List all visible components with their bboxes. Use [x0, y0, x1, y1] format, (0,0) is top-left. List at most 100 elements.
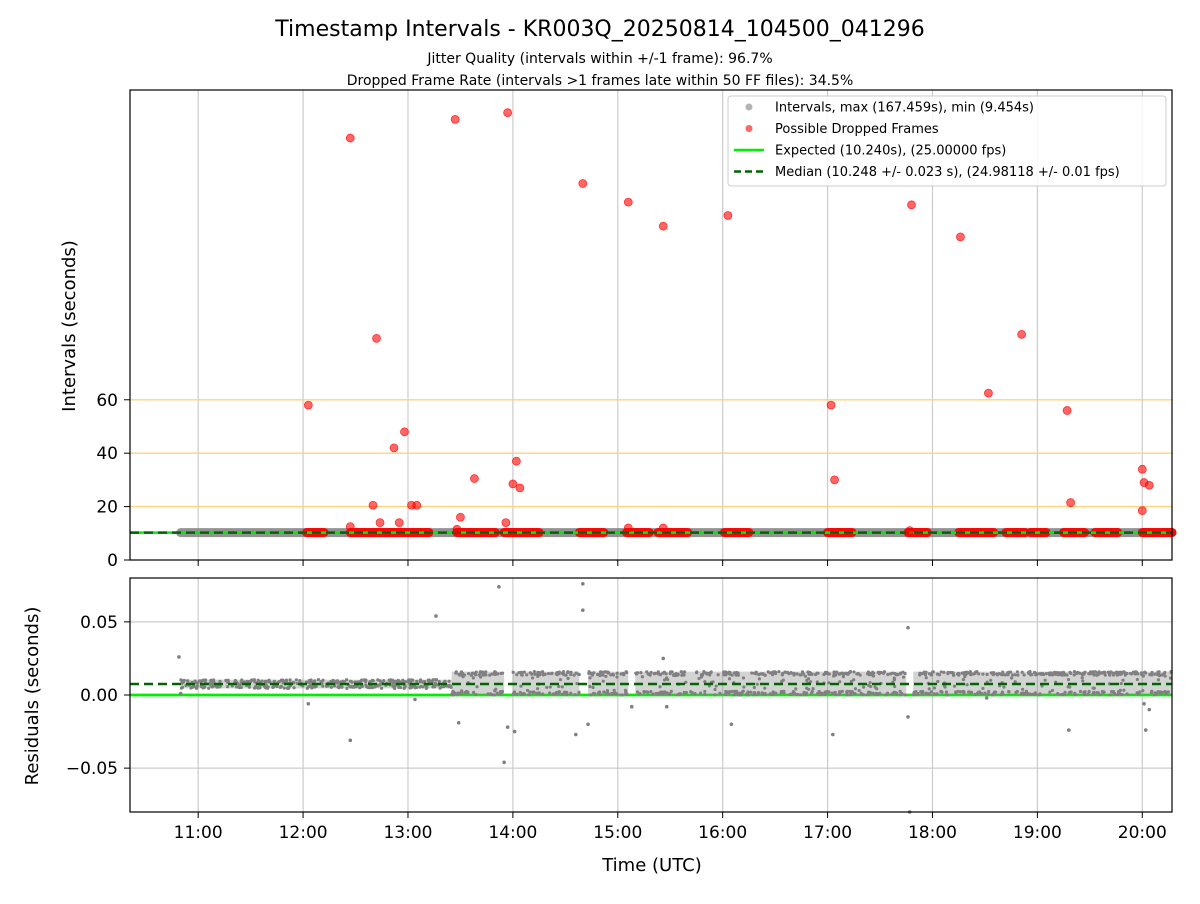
residual-segment-point — [922, 670, 926, 674]
residual-segment-point — [970, 690, 974, 695]
residual-segment-point — [558, 677, 563, 682]
residual-segment-point — [944, 690, 949, 694]
residual-segment-point — [1156, 678, 1161, 682]
residual-segment-point — [869, 684, 873, 689]
residual-segment-point — [675, 693, 680, 697]
residual-segment-point — [1002, 685, 1006, 689]
residual-segment-point — [1080, 676, 1084, 680]
residual-segment-point — [802, 690, 806, 695]
residual-segment-point — [763, 673, 767, 677]
residual-early-band-point — [309, 681, 313, 685]
residual-segment-point — [1112, 671, 1116, 675]
residual-segment-point — [757, 677, 761, 681]
bottom-y-axis-label: Residuals (seconds) — [22, 607, 43, 786]
residual-segment-point — [733, 690, 737, 695]
residual-segment-point — [1115, 672, 1119, 676]
residual-segment-point — [478, 671, 482, 675]
residual-segment-point — [1016, 673, 1020, 677]
residual-segment-point — [1072, 673, 1076, 677]
residual-early-band-point — [294, 678, 299, 682]
residual-segment-point — [800, 670, 805, 674]
residual-segment-point — [781, 678, 785, 682]
residual-segment-point — [552, 692, 556, 696]
residual-segment-point — [535, 672, 540, 676]
residual-outlier-point — [512, 729, 517, 734]
residual-segment-point — [939, 670, 943, 674]
residual-segment-point — [768, 692, 772, 696]
residual-segment-point — [1140, 673, 1144, 677]
residual-segment-point — [522, 670, 526, 674]
residual-segment-point — [661, 692, 665, 696]
residual-segment-point — [527, 693, 531, 697]
residual-outlier-point — [505, 725, 510, 729]
residual-segment-point — [598, 672, 602, 677]
residual-early-band-point — [362, 678, 366, 682]
residual-segment-point — [709, 670, 713, 675]
residual-early-band-point — [186, 679, 190, 683]
residual-segment-point — [724, 692, 728, 697]
residual-segment-point — [750, 671, 754, 675]
residual-segment-point — [486, 692, 490, 696]
residual-segment-point — [1162, 672, 1166, 676]
residual-segment-point — [871, 670, 875, 674]
residual-early-band-point — [247, 679, 251, 684]
residual-early-band-point — [426, 678, 430, 682]
residual-early-band-point — [279, 678, 284, 682]
residual-segment-point — [923, 673, 928, 677]
residual-segment-point — [937, 673, 942, 677]
residual-segment-point — [927, 692, 931, 696]
residual-segment-point — [1157, 674, 1162, 678]
residual-segment-point — [511, 692, 515, 696]
residual-segment-point — [1015, 670, 1019, 674]
residual-segment-point — [894, 691, 898, 695]
residual-segment-point — [1060, 673, 1064, 677]
residual-segment-point — [885, 691, 890, 695]
residual-segment-point — [1103, 673, 1107, 677]
residual-segment-point — [882, 670, 887, 674]
residual-segment-point — [794, 687, 798, 691]
legend-label: Median (10.248 +/- 0.023 s), (24.98118 +… — [775, 165, 1120, 180]
residual-segment-point — [689, 690, 693, 694]
residual-segment-point — [952, 673, 956, 677]
residual-segment-point — [1007, 690, 1011, 694]
residual-segment-point — [645, 690, 649, 694]
residual-early-band-point — [254, 684, 258, 688]
residual-segment-point — [459, 672, 464, 676]
residual-segment-point — [450, 693, 455, 697]
residual-segment-point — [652, 672, 656, 676]
residual-segment-point — [804, 691, 809, 695]
residual-segment-point — [752, 671, 757, 675]
residual-outlier-point — [984, 696, 989, 700]
residual-segment-point — [1006, 673, 1010, 677]
residual-segment-point — [593, 692, 597, 696]
residual-segment-point — [806, 677, 811, 681]
residual-segment-point — [668, 692, 672, 696]
residual-early-band-point — [224, 678, 228, 682]
residual-segment-point — [598, 670, 603, 674]
residual-segment-point — [479, 675, 483, 679]
dropped-frame-point — [470, 474, 479, 483]
residual-segment-point — [713, 687, 717, 692]
residual-early-band-point — [235, 685, 239, 689]
residual-segment-point — [702, 670, 706, 674]
x-tick-label: 14:00 — [488, 823, 537, 843]
residual-segment-point — [589, 693, 593, 697]
top-panel-frame — [129, 89, 1173, 561]
residual-segment-point — [588, 676, 592, 680]
residual-segment-point — [945, 693, 949, 697]
residual-segment-point — [999, 673, 1004, 677]
residual-segment-point — [1150, 670, 1154, 675]
residual-segment-point — [852, 678, 856, 682]
residual-segment-point — [1135, 677, 1139, 682]
residual-segment-point — [500, 689, 505, 694]
residual-segment-point — [693, 691, 697, 696]
residual-segment-point — [840, 671, 845, 675]
residual-segment-point — [569, 670, 573, 674]
residual-segment-point — [1062, 671, 1066, 675]
residual-segment-point — [520, 673, 524, 677]
residual-early-band-point — [209, 678, 213, 683]
residual-segment-point — [548, 691, 552, 695]
residual-early-band-point — [312, 680, 316, 684]
residual-segment-point — [1013, 673, 1017, 677]
